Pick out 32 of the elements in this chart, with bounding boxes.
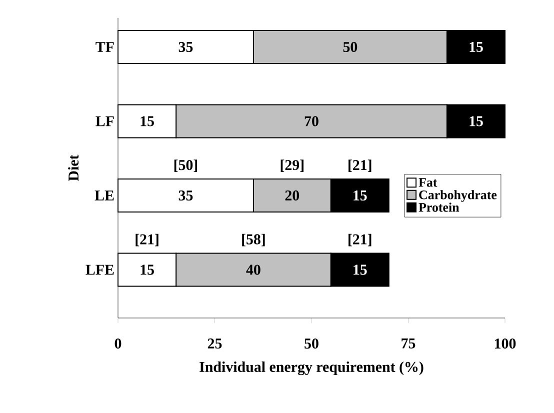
- y-axis-title: Diet: [68, 154, 79, 182]
- x-tick-label: 75: [402, 338, 416, 348]
- y-tick-label: LFE: [86, 264, 114, 275]
- data-label: 70: [304, 116, 318, 126]
- annotation: [29]: [280, 160, 304, 172]
- x-tick-label: 0: [114, 338, 122, 349]
- y-tick-label: LF: [96, 116, 114, 126]
- annotation: [21]: [348, 234, 372, 246]
- x-tick-label: 25: [208, 338, 222, 349]
- y-tick-label: LE: [94, 190, 114, 200]
- annotation: [58]: [242, 234, 265, 246]
- data-label: 15: [140, 116, 154, 126]
- x-tick-label: 50: [304, 338, 318, 349]
- data-label: 15: [470, 42, 483, 52]
- legend-label: Protein: [418, 202, 460, 212]
- data-label: 35: [178, 42, 193, 52]
- data-label: 40: [246, 264, 260, 275]
- data-label: 15: [354, 190, 367, 200]
- annotation: [21]: [348, 160, 372, 172]
- data-label: 15: [140, 264, 154, 275]
- data-label: 15: [354, 264, 367, 275]
- data-label: 20: [285, 190, 300, 201]
- data-label: 35: [178, 190, 193, 200]
- data-label: 50: [343, 42, 358, 52]
- data-label: 15: [470, 116, 483, 126]
- x-tick-label: 100: [495, 338, 516, 349]
- x-axis-title: Individual energy requirement (%): [200, 361, 424, 376]
- legend-label: Fat: [418, 178, 438, 187]
- annotation: [50]: [174, 160, 198, 172]
- legend-label: Carbohydrate: [419, 190, 497, 202]
- y-tick-label: TF: [96, 42, 114, 52]
- annotation: [21]: [136, 234, 158, 246]
